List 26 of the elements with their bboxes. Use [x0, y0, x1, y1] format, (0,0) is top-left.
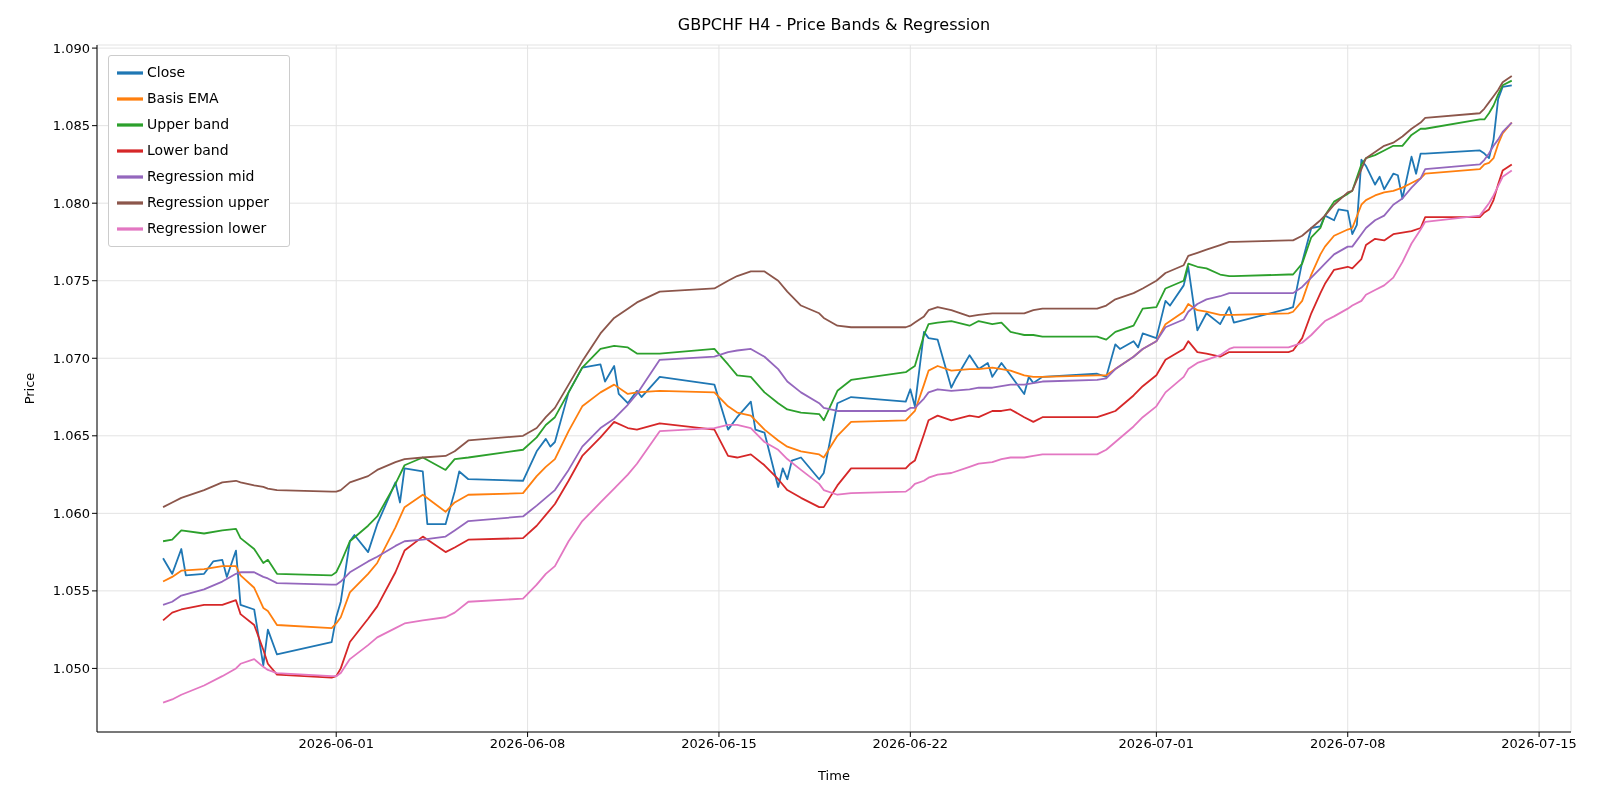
chart-title: GBPCHF H4 - Price Bands & Regression — [676, 15, 992, 34]
legend-label: Regression upper — [147, 194, 270, 210]
y-tick-label: 1.060 — [52, 505, 90, 521]
legend-label: Regression mid — [147, 168, 255, 184]
x-tick-label: 2026-07-08 — [1309, 736, 1386, 752]
legend-label: Upper band — [147, 116, 230, 132]
x-tick-label: 2026-07-01 — [1118, 736, 1195, 752]
legend-label: Regression lower — [147, 220, 267, 236]
x-tick-label: 2026-07-15 — [1501, 736, 1577, 752]
legend-label: Basis EMA — [147, 90, 219, 106]
y-tick-label: 1.080 — [52, 195, 90, 211]
legend-label: Lower band — [147, 142, 229, 158]
x-axis-title: Time — [817, 768, 850, 783]
x-tick-label: 2026-06-08 — [489, 736, 566, 752]
legend-label: Close — [147, 64, 186, 80]
y-tick-label: 1.075 — [52, 273, 90, 289]
y-tick-label: 1.055 — [52, 583, 90, 599]
y-tick-label: 1.065 — [52, 428, 90, 444]
y-tick-label: 1.090 — [52, 40, 90, 56]
y-tick-label: 1.050 — [52, 661, 90, 677]
x-tick-label: 2026-06-01 — [298, 736, 374, 752]
x-tick-label: 2026-06-15 — [681, 736, 757, 752]
y-tick-label: 1.085 — [52, 118, 90, 134]
y-tick-label: 1.070 — [52, 350, 90, 366]
x-tick-label: 2026-06-22 — [872, 736, 949, 752]
y-axis-title: Price — [21, 372, 37, 405]
